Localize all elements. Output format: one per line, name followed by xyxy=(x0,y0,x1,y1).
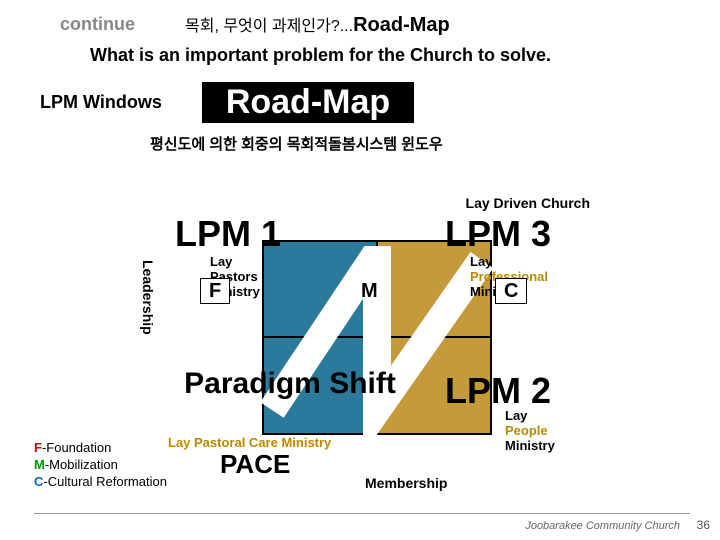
lpm1-title: LPM 1 xyxy=(175,213,281,255)
footer: Joobarakee Community Church xyxy=(525,520,680,532)
legend-c-text: -Cultural Reformation xyxy=(43,474,167,489)
page-number: 36 xyxy=(697,518,710,532)
f-letter: F xyxy=(200,278,230,304)
legend-f: F-Foundation xyxy=(34,440,167,457)
lpm2-desc: Lay People Ministry xyxy=(505,409,555,454)
continue-label: continue xyxy=(60,14,135,35)
m-letter: M xyxy=(355,279,384,303)
legend-f-text: -Foundation xyxy=(42,440,111,455)
lpm2-line3: Ministry xyxy=(505,438,555,453)
pace-label: PACE xyxy=(220,449,290,480)
korean-title: 목회, 무엇이 과제인가?... xyxy=(185,18,353,35)
legend-c: C-Cultural Reformation xyxy=(34,474,167,491)
legend: F-Foundation M-Mobilization C-Cultural R… xyxy=(34,440,167,491)
header-title: 목회, 무엇이 과제인가?...Road-Map xyxy=(185,12,450,37)
legend-c-letter: C xyxy=(34,474,43,489)
lpm-windows-row: LPM Windows Road-Map xyxy=(40,82,720,123)
korean-subtitle: 평신도에 의한 회중의 목회적돌봄시스템 윈도우 xyxy=(150,133,720,154)
f-box: F xyxy=(200,280,230,303)
header-row: continue 목회, 무엇이 과제인가?...Road-Map xyxy=(0,0,720,37)
footer-divider xyxy=(34,513,690,514)
lay-care-label: Lay Pastoral Care Ministry xyxy=(168,435,331,450)
legend-m-letter: M xyxy=(34,457,45,472)
leadership-label: Leadership xyxy=(140,260,156,335)
m-box: M xyxy=(355,280,384,303)
paradigm-shift: Paradigm Shift xyxy=(170,370,410,399)
lpm3-title: LPM 3 xyxy=(445,213,551,255)
lpm2-line1: Lay xyxy=(505,408,527,423)
roadmap-big: Road-Map xyxy=(202,82,414,123)
lpm3-line1: Lay xyxy=(470,254,492,269)
legend-m: M-Mobilization xyxy=(34,457,167,474)
legend-f-letter: F xyxy=(34,440,42,455)
roadmap-title: Road-Map xyxy=(353,14,450,36)
subtitle: What is an important problem for the Chu… xyxy=(0,37,720,66)
membership-label: Membership xyxy=(365,475,447,491)
lpm2-title: LPM 2 xyxy=(445,370,551,412)
lpm2-line2: People xyxy=(505,423,548,438)
lpm-windows-label: LPM Windows xyxy=(40,92,162,113)
lay-driven-label: Lay Driven Church xyxy=(466,195,590,211)
legend-m-text: -Mobilization xyxy=(45,457,118,472)
c-letter: C xyxy=(495,278,527,304)
lpm1-line1: Lay xyxy=(210,254,232,269)
diagram: Lay Driven Church Leadership LPM 1 Lay P… xyxy=(170,195,600,495)
c-box: C xyxy=(495,280,527,303)
